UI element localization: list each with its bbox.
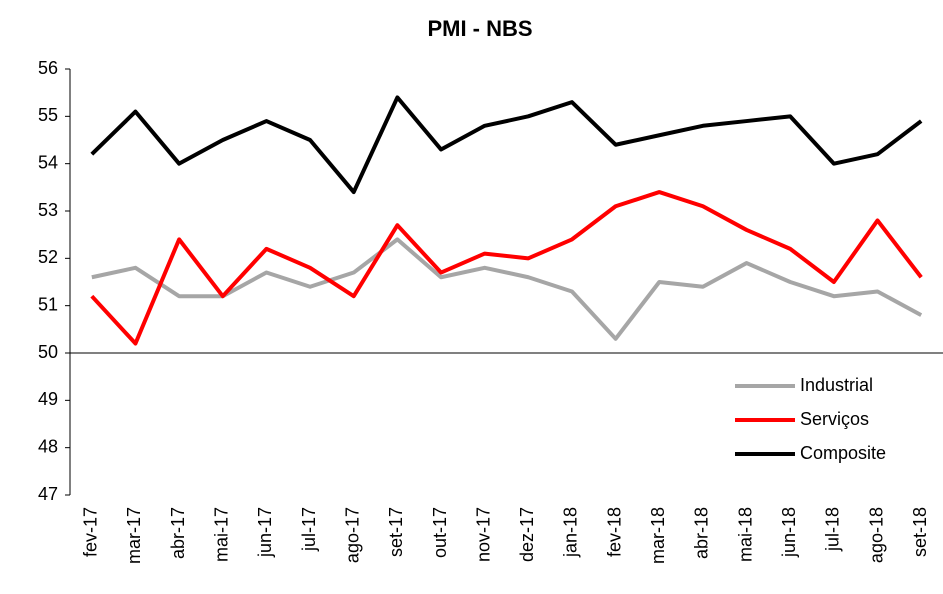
- x-tick-label: ago-18: [866, 507, 886, 563]
- x-tick-label: dez-17: [517, 507, 537, 562]
- y-tick-label: 51: [38, 294, 58, 314]
- x-tick-label: fev-17: [81, 507, 101, 557]
- x-tick-label: set-17: [386, 507, 406, 557]
- x-tick-label: jun-18: [779, 507, 799, 558]
- line-series: [90, 95, 923, 195]
- y-tick-label: 48: [38, 436, 58, 456]
- x-tick-label: abr-18: [692, 507, 712, 559]
- x-tick-label: set-18: [910, 507, 930, 557]
- legend-label: Serviços: [800, 409, 869, 429]
- x-tick-label: mar-18: [648, 507, 668, 564]
- x-tick-label: out-17: [430, 507, 450, 558]
- chart-title: PMI - NBS: [427, 16, 532, 41]
- x-tick-label: ago-17: [342, 507, 362, 563]
- y-tick-label: 49: [38, 389, 58, 409]
- x-tick-label: nov-17: [473, 507, 493, 562]
- line-series: [91, 237, 923, 341]
- x-tick-label: jan-18: [561, 507, 581, 558]
- y-tick-label: 50: [38, 342, 58, 362]
- x-tick-label: jul-18: [823, 507, 843, 552]
- y-tick-label: 54: [38, 152, 58, 172]
- line-series: [90, 190, 923, 346]
- y-tick-label: 56: [38, 58, 58, 78]
- y-tick-label: 53: [38, 200, 58, 220]
- y-tick-label: 47: [38, 484, 58, 504]
- x-tick-label: mai-17: [212, 507, 232, 562]
- y-tick-label: 55: [38, 105, 58, 125]
- legend-label: Industrial: [800, 375, 873, 395]
- x-tick-label: jun-17: [255, 507, 275, 558]
- x-tick-label: fev-18: [604, 507, 624, 557]
- y-tick-label: 52: [38, 247, 58, 267]
- x-tick-label: jul-17: [299, 507, 319, 552]
- x-tick-label: abr-17: [168, 507, 188, 559]
- legend-label: Composite: [800, 443, 886, 463]
- x-tick-label: mai-18: [735, 507, 755, 562]
- x-tick-label: mar-17: [124, 507, 144, 564]
